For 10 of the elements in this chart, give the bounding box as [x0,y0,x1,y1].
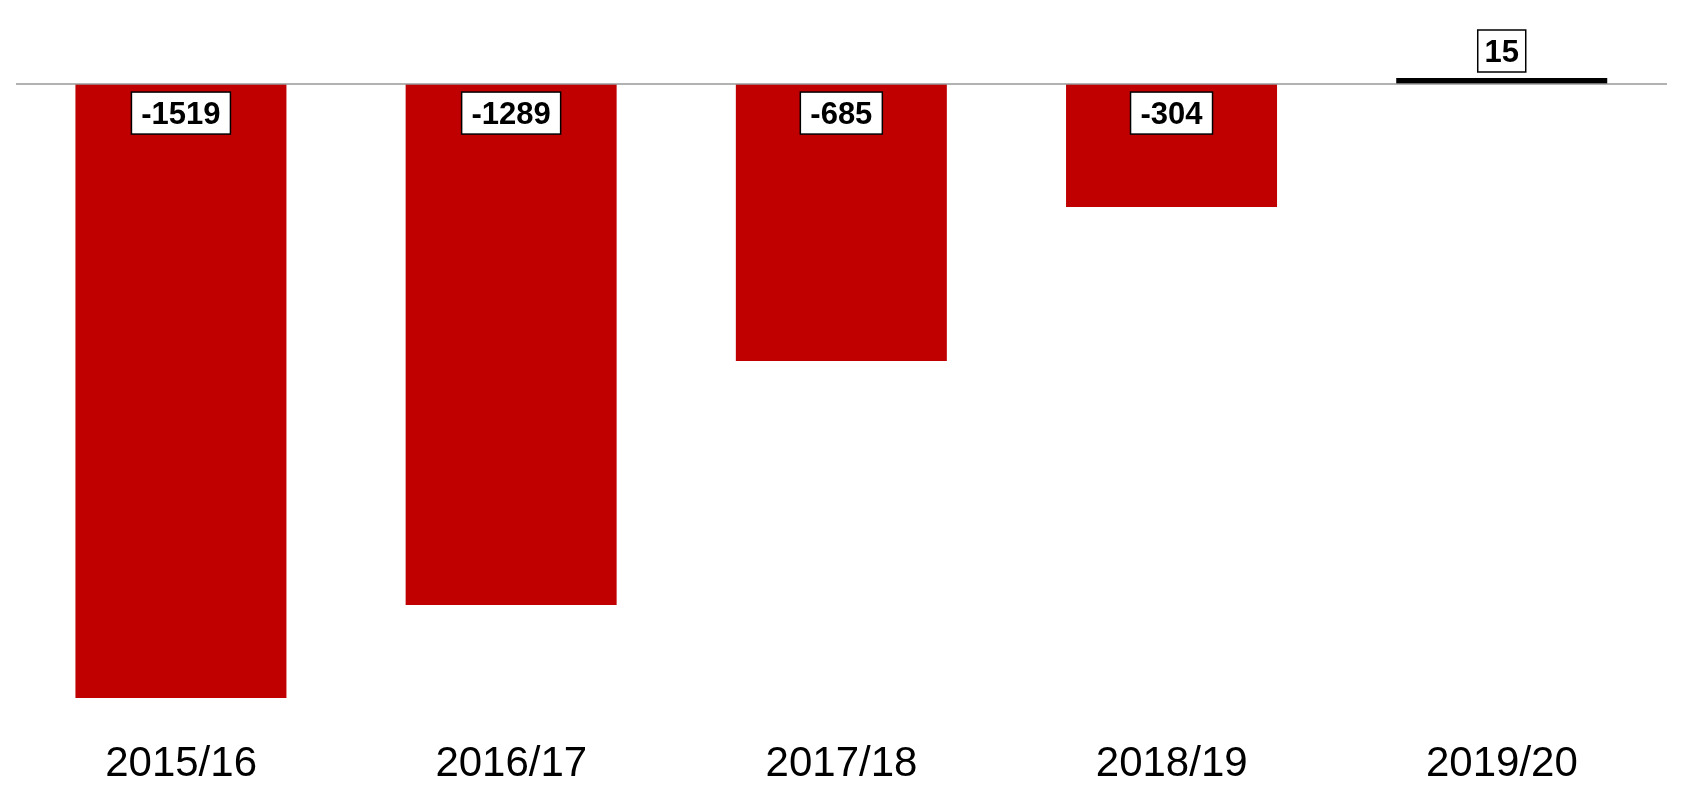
data-label: -685 [810,96,873,132]
x-tick-label: 2015/16 [105,737,258,785]
x-tick-label: 2019/20 [1425,737,1578,785]
data-label: 15 [1484,34,1519,69]
x-tick-label: 2017/18 [765,737,918,785]
data-label: -1519 [141,96,221,132]
x-tick-label: 2018/19 [1095,737,1248,785]
x-tick-label: 2016/17 [435,737,588,785]
data-label: -304 [1140,96,1204,132]
data-label: -1289 [471,96,551,132]
